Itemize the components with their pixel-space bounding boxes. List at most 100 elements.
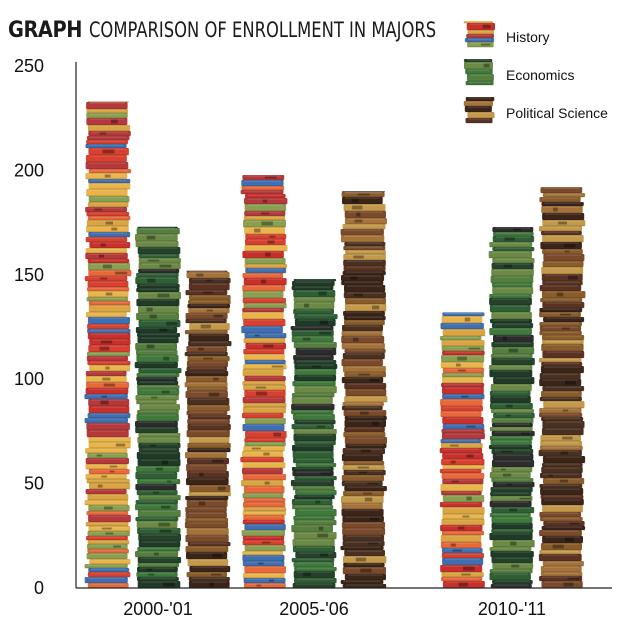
book-spine <box>244 204 287 211</box>
book-label <box>510 541 517 546</box>
book-label <box>166 480 172 483</box>
book-spine <box>488 445 533 449</box>
book-spine <box>489 328 532 335</box>
book-spine <box>241 180 284 186</box>
book-label <box>458 526 465 530</box>
book-spine <box>340 580 384 584</box>
book-spine <box>441 346 485 351</box>
book-spine <box>441 473 485 479</box>
book-spine <box>89 339 131 345</box>
book-spine <box>540 242 582 249</box>
book-spine <box>539 550 582 554</box>
book-spine <box>439 336 482 340</box>
book-spine <box>88 232 131 237</box>
book-spine <box>242 540 285 545</box>
book-spine <box>465 97 495 101</box>
book-spine <box>441 373 485 377</box>
book-spine <box>88 406 130 413</box>
book-label <box>507 483 512 486</box>
book-spine <box>138 306 179 313</box>
book-spine <box>343 316 386 320</box>
book-spine <box>491 478 534 482</box>
book-label <box>163 356 169 361</box>
book-spine <box>243 216 286 220</box>
book-label <box>96 454 103 457</box>
book-spine <box>187 424 231 430</box>
book-spine <box>543 254 585 261</box>
book-spine <box>185 535 229 542</box>
book-spine <box>242 298 286 303</box>
book-label <box>262 199 268 203</box>
book-spine <box>187 458 229 464</box>
book-spine <box>293 297 336 302</box>
book-spine <box>85 162 129 169</box>
book-spine <box>241 326 283 333</box>
book-label <box>111 227 118 231</box>
book-spine <box>491 507 535 513</box>
book-label <box>102 377 111 381</box>
book-spine <box>491 523 533 529</box>
book-spine <box>87 544 128 549</box>
book-spine <box>188 341 232 346</box>
book-spine <box>88 568 130 572</box>
book-spine <box>185 452 227 458</box>
book-spine <box>541 499 584 505</box>
book-label <box>466 425 476 428</box>
book-label <box>115 271 128 275</box>
book-spine <box>186 471 229 478</box>
book-spine <box>442 465 485 469</box>
book-spine <box>290 326 334 330</box>
book-spine <box>542 561 584 566</box>
book-spine <box>138 448 180 452</box>
book-spine <box>343 260 386 266</box>
book-spine <box>440 535 482 542</box>
book-spine <box>491 323 534 328</box>
book-spine <box>87 324 130 329</box>
book-spine <box>243 578 286 583</box>
book-label <box>564 537 574 542</box>
book-spine <box>490 403 533 409</box>
book-spine <box>341 496 384 503</box>
legend-stack-political-science <box>463 97 495 124</box>
bars <box>84 101 586 589</box>
book-spine <box>341 336 385 343</box>
book-spine <box>492 287 534 294</box>
book-spine <box>293 434 337 441</box>
book-label <box>264 176 277 179</box>
book-spine <box>135 504 178 510</box>
book-label <box>563 243 576 248</box>
book-spine <box>541 581 583 588</box>
x-axis: 2000-'01 2005-'06 2010-'11 <box>76 587 612 619</box>
book-spine <box>84 418 128 423</box>
book-spine <box>135 241 179 247</box>
book-spine <box>86 220 129 226</box>
book-spine <box>540 366 584 373</box>
book-label <box>256 391 268 396</box>
book-spine <box>84 276 128 281</box>
book-spine <box>189 323 230 330</box>
book-spine <box>440 443 483 448</box>
book-spine <box>341 359 383 366</box>
book-label <box>97 484 103 488</box>
book-label <box>261 279 267 284</box>
book-spine <box>86 553 128 559</box>
book-spine <box>341 281 384 285</box>
book-spine <box>84 564 128 568</box>
book-spine <box>293 532 337 539</box>
book-spine <box>85 448 128 453</box>
book-spine <box>341 522 386 528</box>
book-spine <box>88 399 130 406</box>
book-spine <box>242 555 285 561</box>
book-label <box>318 526 324 531</box>
book-spine <box>490 492 532 496</box>
book-spine <box>442 351 485 355</box>
book-spine <box>294 509 337 516</box>
book-label <box>354 219 363 223</box>
book-label <box>217 486 226 491</box>
book-spine <box>136 313 179 320</box>
book-spine <box>539 413 583 417</box>
book-spine <box>188 300 231 304</box>
book-spine <box>87 317 130 324</box>
book-spine <box>341 509 384 516</box>
book-spine <box>441 433 485 439</box>
